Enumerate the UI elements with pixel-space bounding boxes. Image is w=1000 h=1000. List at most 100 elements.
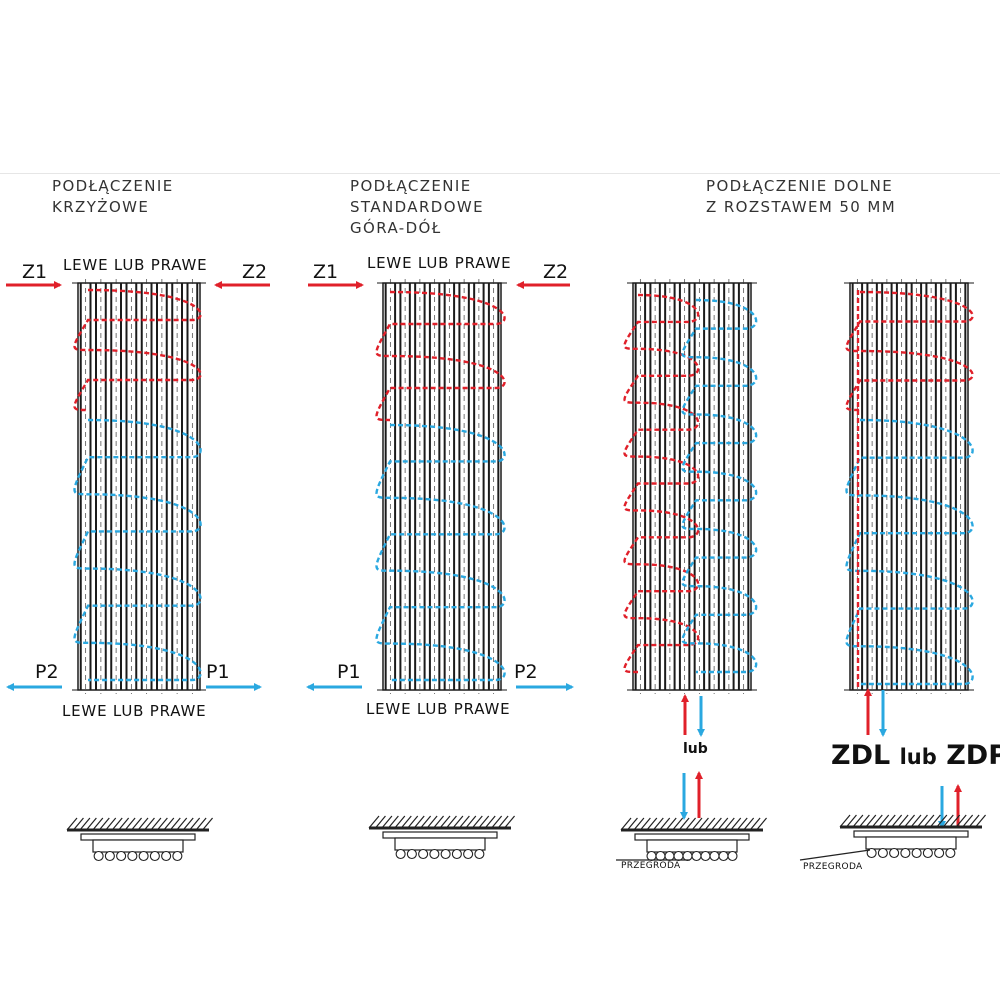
diagram-3a-wall-hatch (756, 817, 768, 831)
diagram-2-tube-section (451, 848, 462, 860)
diagram-3b-tube-section (900, 847, 911, 859)
diagram-3a-tube-section (718, 850, 729, 862)
diagram-2-tube-section (418, 848, 429, 860)
diagram-3a-tube-section (646, 850, 657, 862)
diagram-3b-wall-hatch (968, 814, 980, 828)
diagram-3b-wall-hatch (975, 814, 987, 828)
top-divider (0, 173, 1000, 174)
diagram-3b-wall-view (839, 814, 987, 859)
diagram-2-wall-hatch (400, 815, 412, 829)
diagram-1-wall-hatch (92, 817, 104, 831)
diagram-3a-wall-hatch (672, 817, 684, 831)
diagram-3-or-label: lub (683, 741, 708, 757)
diagram-1-wall-hatch (150, 817, 162, 831)
diagram-1-wall-hatch (79, 817, 91, 831)
diagram-3b-wall-hatch (910, 814, 922, 828)
diagram-3b-wall-hatch (871, 814, 883, 828)
diagram-2-tube-section (440, 848, 451, 860)
diagram-3a-supply-flow (623, 293, 700, 674)
diagram-3b-wall-hatch (891, 814, 903, 828)
diagram-1-wall-hatch (66, 817, 78, 831)
diagram-3b-wall-hatch (929, 814, 941, 828)
diagram-3b-supply-flow-path (845, 290, 974, 412)
diagram-1-return-flow-path (73, 418, 202, 682)
diagram-3a-wall-hatch (685, 817, 697, 831)
diagram-3b-wall-hatch (923, 814, 935, 828)
diagram-3b-wall-hatch (852, 814, 864, 828)
diagram-1-wall-hatch (156, 817, 168, 831)
diagram-3a-tube-section (682, 850, 693, 862)
diagram-3b-wall-hatch (962, 814, 974, 828)
diagram-3a-wall-hatch (704, 817, 716, 831)
diagram-2-tube-section (395, 848, 406, 860)
diagram-2-radiator (377, 279, 507, 694)
diagram-2-section-body (394, 837, 486, 851)
diagram-1-return-flow (73, 418, 202, 682)
diagram-1-tag-p2: P2 (35, 661, 59, 683)
diagram-2-wall-hatch (465, 815, 477, 829)
option-or: lub (899, 745, 937, 769)
diagram-1-wall-hatch (131, 817, 143, 831)
diagram-2-title-line-3: GÓRA-DÓŁ (350, 219, 442, 237)
diagram-1-radiator (72, 279, 206, 694)
diagram-2-wall-hatch (413, 815, 425, 829)
diagram-3a-mount-bar (634, 833, 750, 841)
diagram-3b-wall-hatch (897, 814, 909, 828)
diagram-1-tag-z1: Z1 (22, 261, 48, 283)
diagram-2-radiator-frame (382, 282, 502, 691)
diagram-3a-wall-hatch (646, 817, 658, 831)
diagram-3b-tube-section (922, 847, 933, 859)
diagram-2-tube-section (474, 848, 485, 860)
diagram-3a-wall-hatch (743, 817, 755, 831)
diagram-2-wall-hatch (478, 815, 490, 829)
diagram-1-title: PODŁĄCZENIE KRZYŻOWE (52, 176, 174, 218)
diagram-2-wall-hatch (387, 815, 399, 829)
diagram-3a-wall-hatch (710, 817, 722, 831)
diagram-3a-section-body (646, 839, 738, 853)
diagram-1-wall-hatch (189, 817, 201, 831)
diagram-1-wall-hatch (143, 817, 155, 831)
diagram-2-tag-p2: P2 (514, 661, 538, 683)
diagram-2-tube-section (406, 848, 417, 860)
diagram-3-title-line-2: Z ROZSTAWEM 50 MM (706, 198, 897, 216)
diagram-3a-supply-flow-path (623, 293, 700, 674)
diagram-1-wall-hatch (195, 817, 207, 831)
diagram-2-wall-hatch (452, 815, 464, 829)
diagram-3b-wall-hatch (949, 814, 961, 828)
diagram-2-bottom-caption: LEWE LUB PRAWE (366, 700, 511, 718)
diagram-2-wall-hatch (484, 815, 496, 829)
diagram-1-tube-section (172, 850, 183, 862)
diagram-3b-wall-hatch (904, 814, 916, 828)
diagram-3-title: PODŁĄCZENIE DOLNE Z ROZSTAWEM 50 MM (706, 176, 896, 218)
diagram-3b-wall-hatch (839, 814, 851, 828)
diagram-3b-tube-section (911, 847, 922, 859)
diagram-1-tube-section (127, 850, 138, 862)
diagram-3b-wall-hatch (845, 814, 857, 828)
diagram-1-wall-hatch (137, 817, 149, 831)
diagram-1-tag-z2: Z2 (242, 261, 268, 283)
diagram-2-wall-hatch (471, 815, 483, 829)
diagram-2-wall-hatch (420, 815, 432, 829)
diagram-3a-wall-hatch (639, 817, 651, 831)
diagram-3a-wall-hatch (659, 817, 671, 831)
diagram-1-tube-section (116, 850, 127, 862)
diagram-1-top-caption: LEWE LUB PRAWE (63, 256, 208, 274)
diagram-2-mount-bar (382, 831, 498, 839)
diagram-3b-tube-section (889, 847, 900, 859)
diagram-3b-supply-flow (845, 290, 974, 412)
diagram-1-title-line-2: KRZYŻOWE (52, 198, 150, 216)
diagram-1-wall-hatch (98, 817, 110, 831)
diagram-3b-tube-section (945, 847, 956, 859)
diagram-1-wall-hatch (105, 817, 117, 831)
diagram-2-tag-z1: Z1 (313, 261, 339, 283)
diagram-3a-tube-section (700, 850, 711, 862)
diagram-2-wall-hatch (497, 815, 509, 829)
diagram-2-tube-section (429, 848, 440, 860)
diagram-1-tube-section (138, 850, 149, 862)
diagram-2-wall-hatch (439, 815, 451, 829)
diagram-1-wall-hatch (111, 817, 123, 831)
diagram-2-wall-hatch (433, 815, 445, 829)
diagram-2-wall-hatch (407, 815, 419, 829)
diagram-3a-wall-hatch (633, 817, 645, 831)
